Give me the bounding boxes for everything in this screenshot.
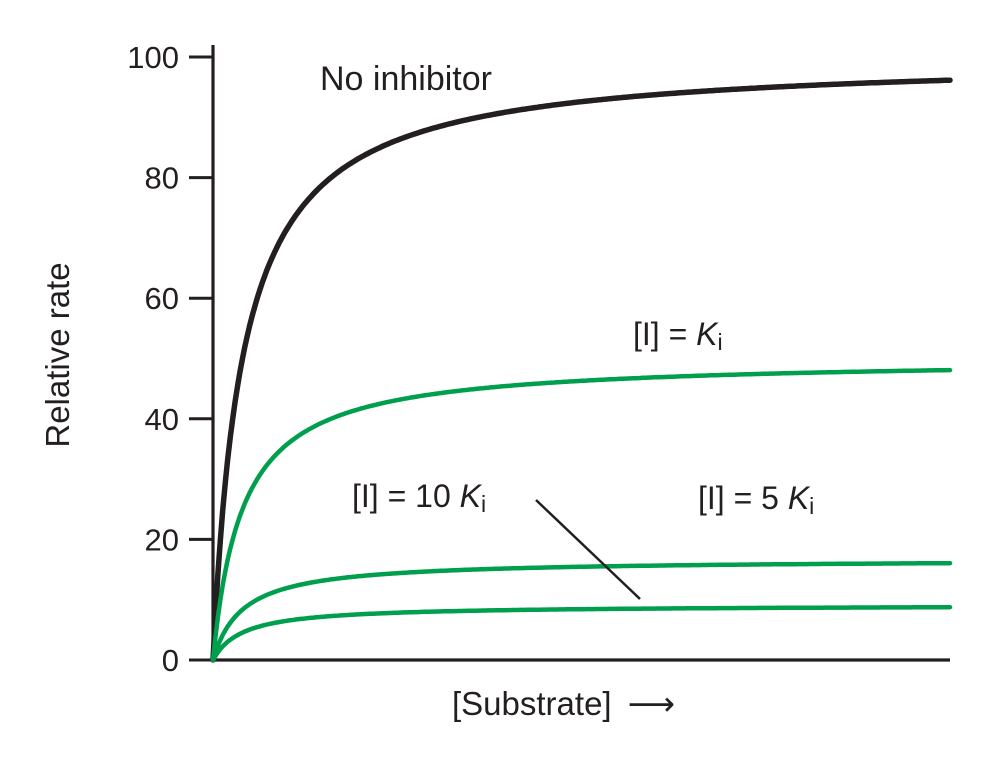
annotation-ki5-subscript: i bbox=[809, 493, 815, 520]
annotation-ki: [I] = Ki bbox=[633, 316, 723, 356]
curve-ki10 bbox=[210, 604, 953, 663]
x-axis-label-text: [Substrate] bbox=[452, 685, 612, 722]
annotation-no-inhibitor: No inhibitor bbox=[320, 60, 492, 98]
y-tick-label: 20 bbox=[145, 522, 179, 557]
annotation-ki10: [I] = 10 Ki bbox=[352, 478, 487, 518]
curve-ki5 bbox=[210, 560, 953, 663]
annotation-ki5-symbol: K bbox=[787, 480, 810, 516]
y-tick-label: 60 bbox=[145, 281, 179, 316]
x-axis-title: [Substrate] ⟶ bbox=[452, 684, 675, 723]
curve-no-inhibitor bbox=[210, 77, 953, 663]
right-arrow-icon: ⟶ bbox=[627, 685, 675, 722]
ki10-callout-line bbox=[535, 499, 641, 600]
annotation-ki-prefix: [I] = bbox=[633, 316, 697, 352]
annotation-ki10-symbol: K bbox=[459, 478, 481, 514]
y-tick-label: 80 bbox=[145, 161, 179, 196]
annotation-ki5: [I] = 5 Ki bbox=[698, 480, 815, 520]
y-tick-label: 100 bbox=[127, 40, 179, 75]
annotation-ki10-prefix: [I] = 10 bbox=[352, 478, 460, 514]
y-axis-title: Relative rate bbox=[39, 262, 76, 448]
annotation-ki10-subscript: i bbox=[480, 491, 487, 518]
y-tick-label: 40 bbox=[145, 402, 179, 437]
annotation-ki-subscript: i bbox=[717, 329, 723, 356]
y-tick-label: 0 bbox=[162, 643, 179, 678]
curve-ki bbox=[210, 367, 953, 663]
annotation-ki5-prefix: [I] = 5 bbox=[698, 480, 788, 516]
annotation-ki-symbol: K bbox=[696, 316, 718, 352]
